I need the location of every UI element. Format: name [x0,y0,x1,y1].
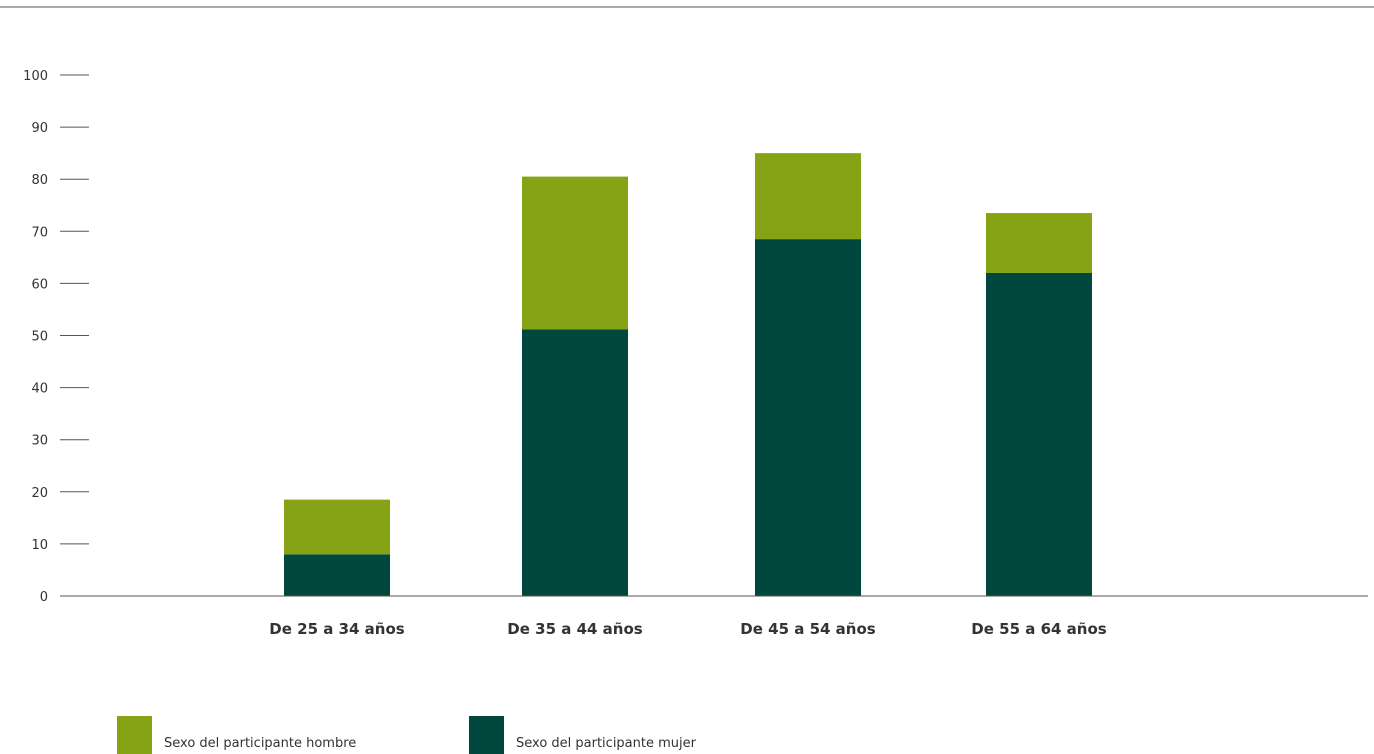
legend-label-mujer: Sexo del participante mujer [516,736,696,751]
x-category-label: De 55 a 64 años [971,620,1106,638]
bar-segment-hombre [284,499,390,555]
bar-segment-mujer [522,329,628,596]
bar-segment-hombre [986,213,1092,273]
legend-swatch-hombre [117,716,152,754]
y-tick-label: 70 [31,225,48,240]
bar-segment-mujer [755,239,861,597]
x-category-label: De 45 a 54 años [740,620,875,638]
bar-segment-hombre [755,153,861,240]
y-tick-label: 80 [31,173,48,188]
y-tick-label: 60 [31,277,48,292]
bars [284,153,1092,597]
x-category-label: De 25 a 34 años [269,620,404,638]
legend-item-mujer: Sexo del participante mujer [469,716,696,754]
y-axis: 0 10 20 30 40 50 60 70 80 90 100 [23,69,89,605]
x-axis: De 25 a 34 años De 35 a 44 años De 45 a 54… [269,620,1106,638]
y-tick-label: 0 [40,590,48,605]
legend-label-hombre: Sexo del participante hombre [164,736,357,751]
y-tick-label: 40 [31,382,48,397]
bar-segment-mujer [284,554,390,596]
bar-segment-mujer [986,272,1092,596]
y-tick-label: 100 [23,69,48,84]
legend-item-hombre: Sexo del participante hombre [117,716,356,754]
y-tick-label: 30 [31,434,48,449]
y-tick-label: 50 [31,330,48,345]
y-tick-label: 10 [31,538,48,553]
x-category-label: De 35 a 44 años [507,620,642,638]
bar-segment-hombre [522,176,628,330]
y-tick-label: 90 [31,121,48,136]
legend-swatch-mujer [469,716,504,754]
y-tick-label: 20 [31,486,48,501]
